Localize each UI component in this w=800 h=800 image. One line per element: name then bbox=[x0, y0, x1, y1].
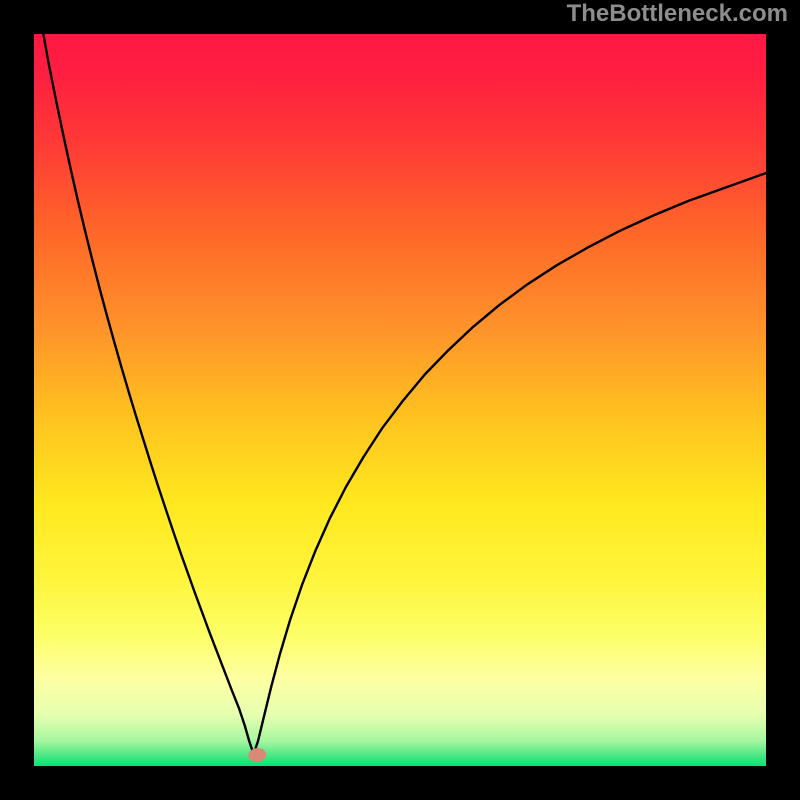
watermark-label: TheBottleneck.com bbox=[567, 0, 788, 28]
figure-frame: TheBottleneck.com bbox=[0, 0, 800, 800]
gradient-background bbox=[34, 34, 766, 766]
chart-svg bbox=[34, 34, 766, 766]
plot-area bbox=[34, 34, 766, 766]
